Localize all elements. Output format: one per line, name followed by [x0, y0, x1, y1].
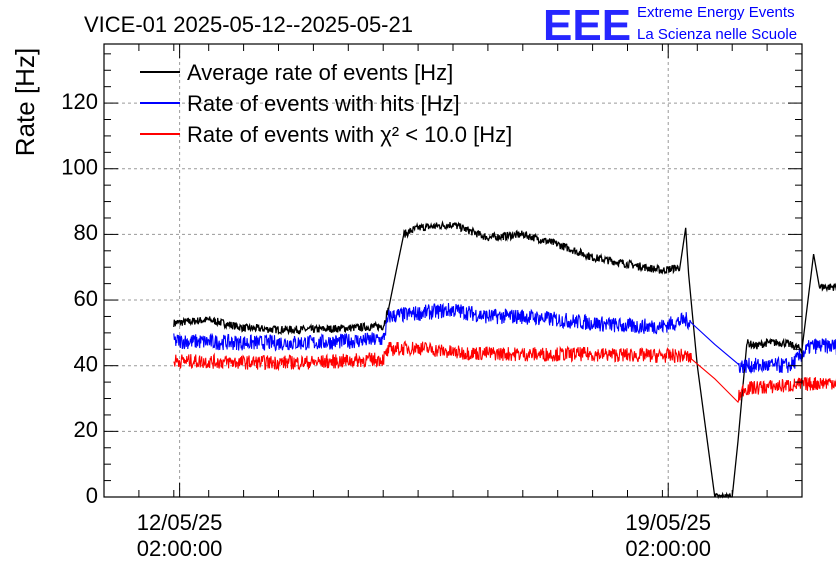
eee-logo: EEE Extreme Energy Events La Scienza nel… [543, 1, 797, 50]
logo-mark: EEE [543, 1, 631, 50]
x-tick-label-time: 02:00:00 [137, 536, 223, 561]
legend-label-1: Average rate of events [Hz] [187, 60, 453, 85]
y-axis-label: Rate [Hz] [10, 48, 40, 156]
series-line-1 [173, 220, 836, 500]
x-tick-label-date: 19/05/25 [625, 510, 711, 535]
x-tick-label-time: 02:00:00 [625, 536, 711, 561]
series-line-2 [173, 302, 836, 374]
legend: Average rate of events [Hz] Rate of event… [140, 60, 512, 147]
logo-line-1: Extreme Energy Events [637, 4, 795, 21]
legend-label-2: Rate of events with hits [Hz] [187, 91, 460, 116]
y-tick-label: 0 [86, 483, 98, 508]
y-tick-label: 20 [74, 417, 98, 442]
y-tick-label: 40 [74, 352, 98, 377]
series-layer [173, 220, 836, 500]
x-tick-label-date: 12/05/25 [137, 510, 223, 535]
y-tick-label: 120 [61, 89, 98, 114]
legend-label-3: Rate of events with χ² < 10.0 [Hz] [187, 122, 512, 147]
series-line-3 [173, 340, 836, 404]
chart-title: VICE-01 2025-05-12--2025-05-21 [84, 12, 413, 37]
y-tick-label: 80 [74, 220, 98, 245]
y-tick-label: 100 [61, 155, 98, 180]
logo-line-2: La Scienza nelle Scuole [637, 26, 797, 43]
y-tick-label: 60 [74, 286, 98, 311]
grid-lines [104, 44, 802, 497]
ticks: 02040608010012012/05/2502:00:0019/05/250… [61, 44, 803, 561]
